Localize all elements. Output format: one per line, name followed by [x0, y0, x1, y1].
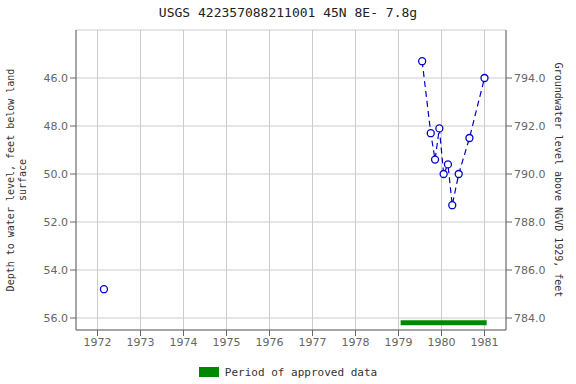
- svg-text:786.0: 786.0: [514, 264, 546, 277]
- svg-text:1977: 1977: [299, 336, 327, 349]
- svg-text:794.0: 794.0: [514, 72, 546, 85]
- svg-text:52.0: 52.0: [44, 216, 69, 229]
- svg-text:1975: 1975: [213, 336, 241, 349]
- svg-text:1980: 1980: [428, 336, 456, 349]
- svg-text:1981: 1981: [471, 336, 499, 349]
- html-text:Period of approved data: Period of approved data: [224, 365, 378, 379]
- svg-text:1979: 1979: [385, 336, 413, 349]
- svg-text:788.0: 788.0: [514, 216, 546, 229]
- svg-text:1972: 1972: [84, 336, 112, 349]
- svg-text:50.0: 50.0: [44, 168, 69, 181]
- svg-text:Groundwater level above NGVD 1: Groundwater level above NGVD 1929, feet: [553, 63, 564, 298]
- svg-text:790.0: 790.0: [514, 168, 546, 181]
- svg-text:1973: 1973: [127, 336, 155, 349]
- svg-text:1974: 1974: [170, 336, 198, 349]
- svg-text:1976: 1976: [256, 336, 284, 349]
- svg-text:56.0: 56.0: [44, 312, 69, 325]
- svg-text:1978: 1978: [342, 336, 370, 349]
- svg-text:48.0: 48.0: [44, 120, 69, 133]
- html-text:USGS 422357088211001 45N 8E- 7: USGS 422357088211001 45N 8E- 7.8g: [158, 4, 418, 20]
- svg-text:54.0: 54.0: [44, 264, 69, 277]
- svg-text:792.0: 792.0: [514, 120, 546, 133]
- svg-text:46.0: 46.0: [44, 72, 69, 85]
- svg-text:784.0: 784.0: [514, 312, 546, 325]
- svg-text:Depth to water level, feet bel: Depth to water level, feet below landsur…: [8, 69, 28, 292]
